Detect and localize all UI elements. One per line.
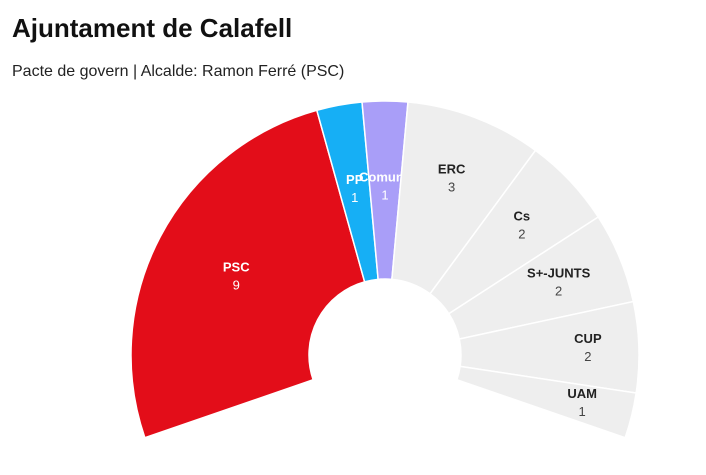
slice-label: PSC xyxy=(223,259,250,274)
slice-value: 2 xyxy=(584,349,591,364)
slice-value: 2 xyxy=(518,227,525,242)
slice-label: Cs xyxy=(514,209,531,224)
chart-title: Ajuntament de Calafell xyxy=(12,13,292,43)
slice-label: Comuns xyxy=(359,169,411,184)
chart-subtitle: Pacte de govern | Alcalde: Ramon Ferré (… xyxy=(12,63,344,80)
slice-label: PP xyxy=(346,172,364,187)
slice xyxy=(391,101,537,295)
slice-label: ERC xyxy=(438,162,466,177)
slice xyxy=(455,365,637,439)
slice-value: 2 xyxy=(555,283,562,298)
slice xyxy=(130,109,366,439)
slice-value: 9 xyxy=(233,277,240,292)
slice-value: 1 xyxy=(381,187,388,202)
slice-value: 1 xyxy=(579,404,586,419)
slice-label: CUP xyxy=(574,331,602,346)
slice-value: 1 xyxy=(351,190,358,205)
slice-label: S+-JUNTS xyxy=(527,265,591,280)
slice-value: 3 xyxy=(448,180,455,195)
slice-label: UAM xyxy=(567,386,597,401)
